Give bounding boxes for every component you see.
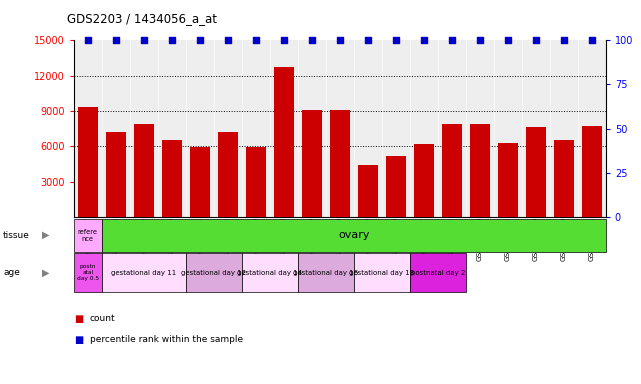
Bar [302,110,322,217]
Text: postnatal day 2: postnatal day 2 [410,270,465,276]
Bar [442,124,462,217]
Bar [582,126,601,217]
Text: count: count [90,314,115,323]
Text: age: age [3,268,20,277]
Bar [74,253,102,292]
Text: ■: ■ [74,335,83,345]
Bar [554,141,574,217]
Point [447,37,457,43]
Bar [102,253,186,292]
Point [279,37,289,43]
Point [195,37,205,43]
Bar [354,253,410,292]
Text: gestational day 11: gestational day 11 [111,270,176,276]
Bar [74,219,102,252]
Point [83,37,93,43]
Bar [106,132,126,217]
Point [363,37,373,43]
Text: tissue: tissue [3,231,30,240]
Text: percentile rank within the sample: percentile rank within the sample [90,335,243,344]
Text: ovary: ovary [338,230,369,240]
Bar [218,132,238,217]
Bar [330,110,349,217]
Text: ▶: ▶ [42,268,50,278]
Bar [134,124,153,217]
Point [419,37,429,43]
Bar [190,147,210,217]
Bar [274,68,294,217]
Point [474,37,485,43]
Bar [498,143,517,217]
Text: refere
nce: refere nce [78,229,97,242]
Bar [526,127,545,217]
Bar [242,253,297,292]
Bar [162,141,181,217]
Text: GDS2203 / 1434056_a_at: GDS2203 / 1434056_a_at [67,12,217,25]
Bar [470,124,490,217]
Point [222,37,233,43]
Point [587,37,597,43]
Point [503,37,513,43]
Bar [386,156,406,217]
Text: gestational day 14: gestational day 14 [237,270,303,276]
Bar [414,144,433,217]
Point [167,37,177,43]
Text: postn
atal
day 0.5: postn atal day 0.5 [77,264,99,281]
Point [251,37,261,43]
Bar [410,253,466,292]
Text: gestational day 18: gestational day 18 [349,270,414,276]
Bar [297,253,354,292]
Bar [78,108,97,217]
Bar [186,253,242,292]
Point [335,37,345,43]
Point [531,37,541,43]
Text: ■: ■ [74,314,83,324]
Bar [358,165,378,217]
Text: gestational day 12: gestational day 12 [181,270,246,276]
Text: ▶: ▶ [42,230,50,240]
Bar [246,147,265,217]
Point [558,37,569,43]
Point [306,37,317,43]
Point [138,37,149,43]
Text: gestational day 16: gestational day 16 [293,270,358,276]
Point [111,37,121,43]
Point [390,37,401,43]
